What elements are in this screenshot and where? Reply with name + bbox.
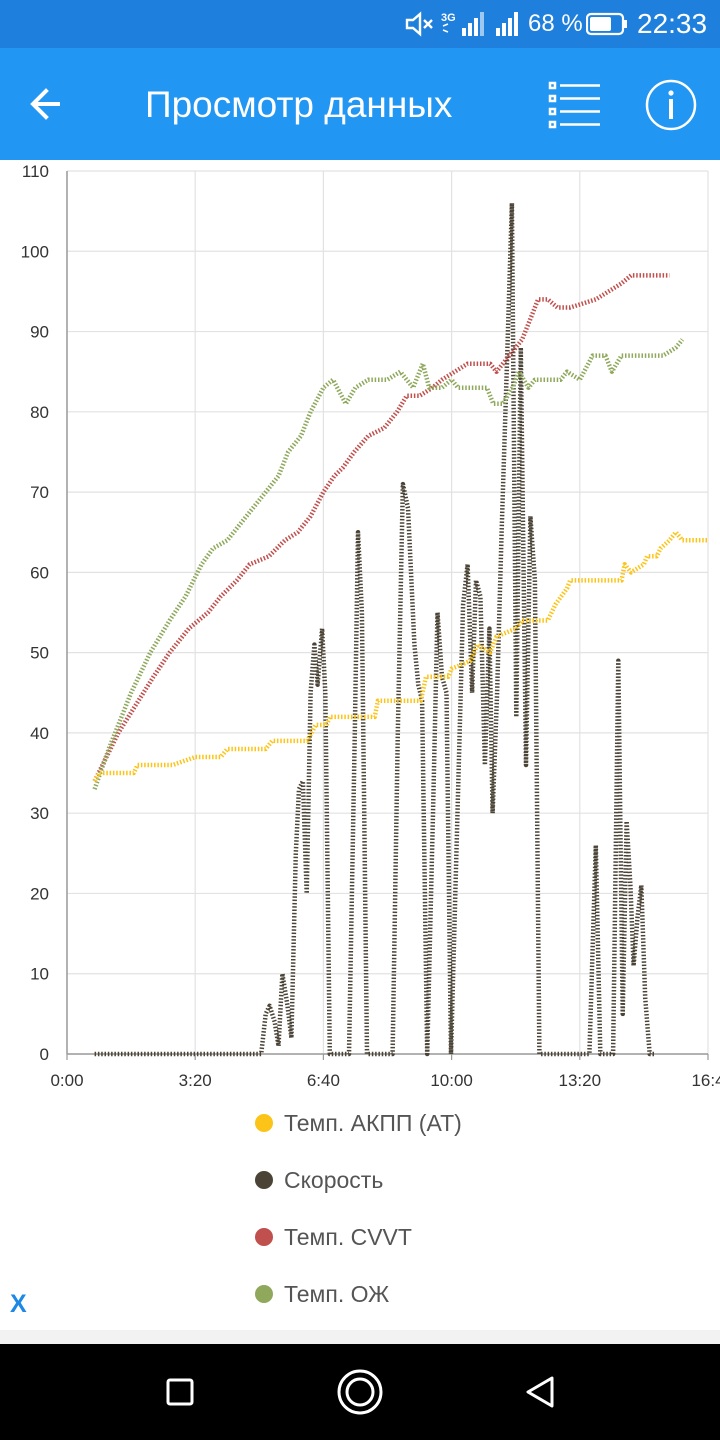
home-icon[interactable] [332,1364,388,1420]
chart[interactable]: 0 10 20 30 40 50 60 70 80 90 100 110 0:00 3:20 6:40 10:… [0,160,720,1090]
x-tick-label: 16:4 [691,1071,720,1090]
legend-marker [255,1228,273,1246]
legend-item-coolant-temp[interactable]: Темп. ОЖ [250,1271,670,1328]
y-tick-label: 10 [30,965,49,984]
y-tick-label: 100 [21,242,49,261]
x-tick-label: 0:00 [50,1071,83,1090]
battery-percentage: 68 % [528,10,583,37]
network-type: 3G [441,12,456,24]
y-tick-label: 20 [30,884,49,903]
legend-marker [255,1285,273,1303]
legend-label: Темп. ОЖ [284,1281,390,1307]
list-icon[interactable] [548,80,604,130]
series-cvvt-temp-line [92,273,670,783]
recents-icon[interactable] [152,1364,208,1420]
x-tick-label: 10:00 [430,1071,473,1090]
clock: 22:33 [637,8,708,39]
x-tick-label: 13:20 [559,1071,602,1090]
legend-label: Темп. CVVT [284,1224,412,1250]
series-at-temp-line [92,529,708,783]
legend-label: Темп. АКПП (AT) [284,1110,462,1136]
battery-icon [586,12,627,36]
close-ad-button[interactable]: X [10,1290,27,1318]
legend-label: Скорость [284,1167,384,1193]
legend-marker [255,1171,273,1189]
page-title: Просмотр данных [145,84,453,125]
info-icon[interactable] [644,78,698,132]
series-speed-line [94,200,655,1057]
signal-icon: 3G [441,12,484,36]
line-chart: 0 10 20 30 40 50 60 70 80 90 100 110 0:00 3:20 6:40 10:… [21,162,720,1090]
y-tick-label: 60 [30,563,49,582]
y-tick-label: 90 [30,323,49,342]
y-tick-label: 50 [30,644,49,663]
y-tick-label: 30 [30,804,49,823]
x-tick-label: 6:40 [307,1071,340,1090]
y-tick-label: 80 [30,403,49,422]
series-coolant-temp-line [92,338,685,790]
app-bar: Просмотр данных [0,48,720,160]
back-arrow-icon[interactable] [20,78,72,130]
mute-icon [405,11,433,37]
y-tick-label: 70 [30,483,49,502]
ad-banner [0,1330,720,1344]
status-bar: 3G 68 % 22:33 [0,0,720,48]
y-tick-label: 110 [22,162,49,181]
legend-marker [255,1114,273,1132]
x-tick-label: 3:20 [179,1071,212,1090]
back-icon[interactable] [512,1364,568,1420]
legend-item-speed[interactable]: Скорость [250,1157,670,1214]
signal-icon [496,12,518,36]
legend-item-at-temp[interactable]: Темп. АКПП (AT) [250,1100,670,1157]
legend-item-cvvt-temp[interactable]: Темп. CVVT [250,1214,670,1271]
y-tick-label: 0 [40,1045,49,1064]
navigation-bar [0,1344,720,1440]
chart-legend: Темп. АКПП (AT) Скорость Темп. CVVT Темп… [250,1100,670,1328]
y-tick-label: 40 [30,724,49,743]
